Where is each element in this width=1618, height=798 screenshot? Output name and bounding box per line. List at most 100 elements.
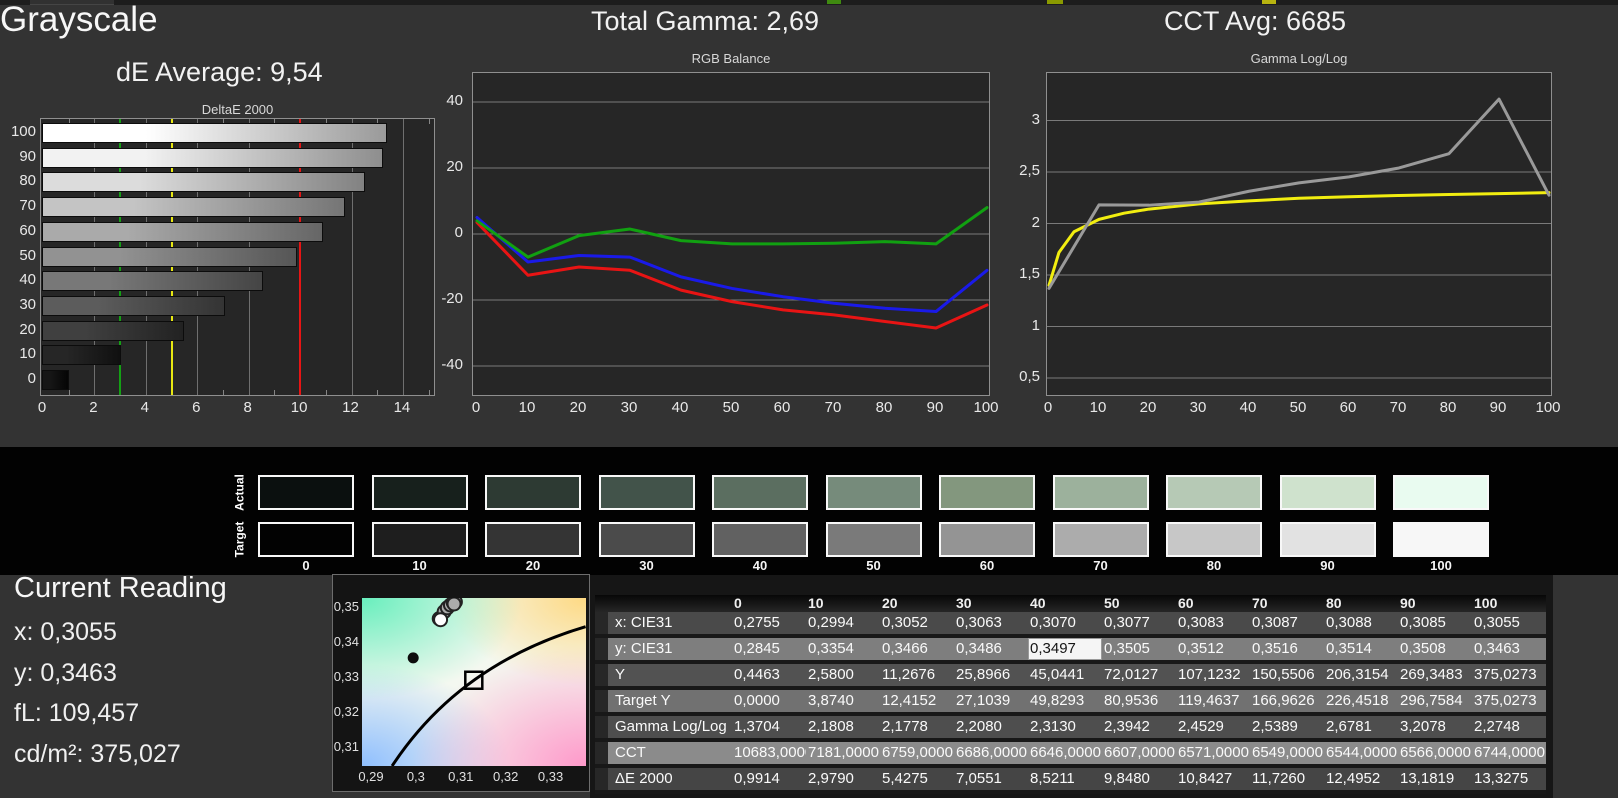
table-cell[interactable]: 2,5800: [806, 664, 880, 686]
table-cell[interactable]: 80,9536: [1102, 690, 1176, 712]
table-cell[interactable]: 12,4152: [880, 690, 954, 712]
top-tab[interactable]: [30, 0, 114, 5]
table-cell[interactable]: 2,1808: [806, 716, 880, 738]
table-cell[interactable]: 6549,0000: [1250, 742, 1324, 764]
table-cell[interactable]: 2,9790: [806, 768, 880, 790]
table-cell[interactable]: 0,3063: [954, 612, 1028, 634]
table-row: x: CIE31 0,2755 0,2994 0,3052 0,3063 0,3070 0,…: [595, 612, 1546, 638]
table-cell[interactable]: 3,2078: [1398, 716, 1472, 738]
table-cell[interactable]: 6646,0000: [1028, 742, 1102, 764]
table-cell[interactable]: 0,3052: [880, 612, 954, 634]
table-cell[interactable]: 9,8480: [1102, 768, 1176, 790]
table-cell[interactable]: 49,8293: [1028, 690, 1102, 712]
axis-category-label: 100: [10, 123, 36, 140]
gamma-y-axis: 3 2,5 2 1,5 1 0,5: [998, 72, 1042, 396]
table-cell[interactable]: 6744,0000: [1472, 742, 1546, 764]
table-cell[interactable]: 0,3055: [1472, 612, 1546, 634]
table-cell[interactable]: 0,4463: [732, 664, 806, 686]
table-cell[interactable]: 45,0441: [1028, 664, 1102, 686]
gamma-chart-title: Gamma Log/Log: [1250, 51, 1348, 66]
table-cell[interactable]: 0,2994: [806, 612, 880, 634]
table-cell[interactable]: 6759,0000: [880, 742, 954, 764]
table-cell[interactable]: 5,4275: [880, 768, 954, 790]
table-cell[interactable]: 7,0551: [954, 768, 1028, 790]
table-cell[interactable]: 0,3083: [1176, 612, 1250, 634]
table-cell[interactable]: 296,7584: [1398, 690, 1472, 712]
table-cell[interactable]: 0,3354: [806, 638, 880, 660]
table-cell[interactable]: 13,1819: [1398, 768, 1472, 790]
table-cell[interactable]: 2,5389: [1250, 716, 1324, 738]
table-header-row: 0 10 20 30 40 50 60 70 80 90 100: [595, 595, 1546, 612]
table-cell[interactable]: 119,4637: [1176, 690, 1250, 712]
actual-swatch: [1393, 475, 1489, 510]
table-cell[interactable]: 3,8740: [806, 690, 880, 712]
table-cell[interactable]: 150,5506: [1250, 664, 1324, 686]
table-cell[interactable]: 0,2845: [732, 638, 806, 660]
table-cell[interactable]: 2,4529: [1176, 716, 1250, 738]
table-cell[interactable]: 2,3130: [1028, 716, 1102, 738]
page-title: Grayscale: [0, 0, 158, 39]
table-cell[interactable]: 2,2080: [954, 716, 1028, 738]
table-cell[interactable]: 269,3483: [1398, 664, 1472, 686]
table-cell[interactable]: 12,4952: [1324, 768, 1398, 790]
table-cell[interactable]: 375,0273: [1472, 690, 1546, 712]
table-cell[interactable]: 0,3466: [880, 638, 954, 660]
table-cell[interactable]: 25,8966: [954, 664, 1028, 686]
axis-tick-label: 80: [1439, 399, 1457, 416]
table-cell[interactable]: 2,3942: [1102, 716, 1176, 738]
reading-y: y: 0,3463: [14, 658, 117, 687]
table-cell[interactable]: 166,9626: [1250, 690, 1324, 712]
table-cell[interactable]: 0,3077: [1102, 612, 1176, 634]
table-cell[interactable]: 1,3704: [732, 716, 806, 738]
table-cell[interactable]: 0,9914: [732, 768, 806, 790]
table-cell[interactable]: 0,3505: [1102, 638, 1176, 660]
table-row-label: Gamma Log/Log: [608, 716, 732, 738]
table-cell[interactable]: 206,3154: [1324, 664, 1398, 686]
table-cell[interactable]: 0,3512: [1176, 638, 1250, 660]
total-gamma-readout: Total Gamma: 2,69: [590, 6, 820, 36]
table-cell[interactable]: 2,6781: [1324, 716, 1398, 738]
table-cell[interactable]: 375,0273: [1472, 664, 1546, 686]
table-cell[interactable]: 72,0127: [1102, 664, 1176, 686]
table-cell[interactable]: 0,3516: [1250, 638, 1324, 660]
table-cell[interactable]: 13,3275: [1472, 768, 1546, 790]
table-cell[interactable]: 0,3087: [1250, 612, 1324, 634]
table-cell[interactable]: 6566,0000: [1398, 742, 1472, 764]
reading-x: x: 0,3055: [14, 618, 117, 646]
table-cell[interactable]: 2,2748: [1472, 716, 1546, 738]
table-cell[interactable]: 8,5211: [1028, 768, 1102, 790]
deltae-bar: [42, 123, 387, 143]
table-cell[interactable]: 6607,0000: [1102, 742, 1176, 764]
table-cell[interactable]: 10,8427: [1176, 768, 1250, 790]
actual-swatch: [712, 475, 808, 510]
minor-tick: [377, 119, 379, 124]
table-cell[interactable]: 0,3497: [1028, 638, 1102, 660]
axis-tick-label: 0,5: [1019, 368, 1040, 385]
table-cell[interactable]: 7181,0000: [806, 742, 880, 764]
table-cell[interactable]: 0,2755: [732, 612, 806, 634]
table-cell[interactable]: 6571,0000: [1176, 742, 1250, 764]
target-point-marker: [464, 670, 484, 690]
table-cell[interactable]: 11,7260: [1250, 768, 1324, 790]
table-cell[interactable]: 226,4518: [1324, 690, 1398, 712]
table-cell[interactable]: 0,3070: [1028, 612, 1102, 634]
table-cell[interactable]: 6544,0000: [1324, 742, 1398, 764]
table-cell[interactable]: 27,1039: [954, 690, 1028, 712]
table-cell[interactable]: 0,0000: [732, 690, 806, 712]
table-cell[interactable]: 0,3486: [954, 638, 1028, 660]
table-cell[interactable]: 107,1232: [1176, 664, 1250, 686]
gamma-chart: [1046, 72, 1552, 396]
swatch-level-label: 90: [1320, 558, 1335, 573]
table-cell[interactable]: 0,3463: [1472, 638, 1546, 660]
table-cell[interactable]: 0,3085: [1398, 612, 1472, 634]
swatch-level-label: 10: [412, 558, 427, 573]
table-cell[interactable]: 11,2676: [880, 664, 954, 686]
table-cell[interactable]: 0,3088: [1324, 612, 1398, 634]
table-cell[interactable]: 2,1778: [880, 716, 954, 738]
table-cell[interactable]: 6686,0000: [954, 742, 1028, 764]
table-cell[interactable]: 0,3508: [1398, 638, 1472, 660]
axis-tick-label: 0,3: [406, 769, 425, 784]
deltae-bar: [42, 320, 184, 341]
table-cell[interactable]: 0,3514: [1324, 638, 1398, 660]
table-cell[interactable]: 10683,0000: [732, 742, 813, 764]
